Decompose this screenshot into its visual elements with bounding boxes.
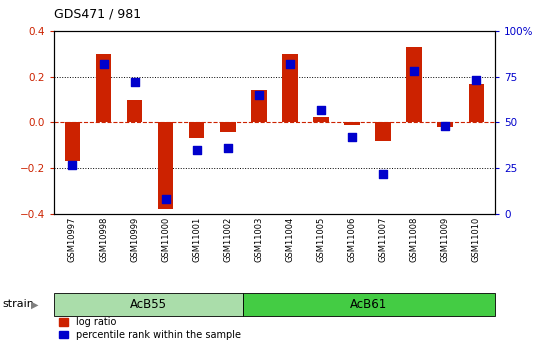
Bar	[437, 122, 453, 127]
Point	[379, 171, 387, 176]
Bar	[127, 100, 143, 122]
Point	[223, 145, 232, 151]
Bar	[376, 122, 391, 141]
Bar	[282, 54, 298, 122]
Text: AcB55: AcB55	[130, 298, 167, 311]
Bar	[220, 122, 236, 132]
Bar	[406, 47, 422, 122]
Point	[410, 69, 419, 74]
Point	[472, 78, 480, 83]
Point	[317, 107, 325, 112]
Point	[161, 197, 170, 202]
Text: ▶: ▶	[31, 299, 39, 309]
Bar	[469, 83, 484, 122]
Bar	[65, 122, 80, 161]
Point	[441, 124, 450, 129]
Bar	[158, 122, 173, 209]
Bar	[344, 122, 360, 125]
Point	[254, 92, 263, 98]
Bar	[251, 90, 267, 122]
Legend: log ratio, percentile rank within the sample: log ratio, percentile rank within the sa…	[59, 317, 241, 340]
Point	[99, 61, 108, 67]
Point	[68, 162, 77, 167]
Bar	[96, 54, 111, 122]
Bar	[189, 122, 204, 138]
Text: GDS471 / 981: GDS471 / 981	[54, 8, 141, 21]
Text: AcB61: AcB61	[350, 298, 387, 311]
Bar	[313, 117, 329, 122]
Point	[286, 61, 294, 67]
Point	[193, 147, 201, 152]
Text: strain: strain	[3, 299, 34, 309]
Point	[348, 134, 356, 140]
Point	[130, 79, 139, 85]
